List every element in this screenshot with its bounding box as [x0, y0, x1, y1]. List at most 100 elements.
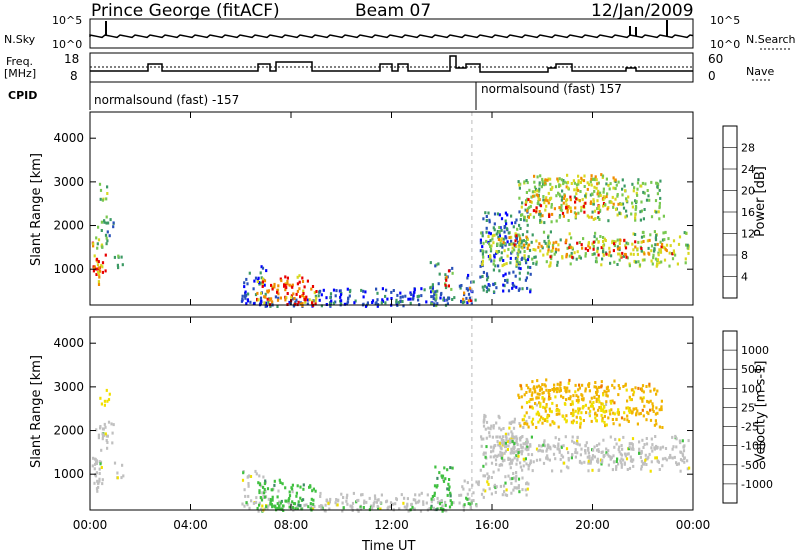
heatmap-cell — [462, 487, 465, 491]
heatmap-cell — [559, 238, 562, 242]
colorbar-tick-label: 1000 — [741, 344, 769, 357]
heatmap-cell — [506, 280, 509, 284]
heatmap-cell — [522, 464, 525, 468]
heatmap-cell — [482, 495, 485, 499]
heatmap-cell — [572, 419, 575, 423]
heatmap-cell — [630, 212, 633, 216]
heatmap-cell — [254, 293, 258, 297]
heatmap-cell — [546, 178, 549, 182]
velocity-ylabel: Slant Range [km] — [28, 355, 44, 468]
heatmap-cell — [517, 393, 520, 397]
heatmap-cell — [587, 406, 590, 410]
heatmap-cell — [304, 300, 307, 304]
heatmap-cell — [625, 241, 628, 245]
heatmap-cell — [241, 502, 244, 506]
heatmap-cell — [512, 476, 516, 480]
heatmap-cell — [273, 483, 276, 487]
heatmap-cell — [586, 214, 589, 218]
y-tick-label: 2000 — [53, 219, 84, 233]
heatmap-cell — [536, 194, 540, 198]
heatmap-cell — [519, 424, 522, 428]
heatmap-cell — [642, 190, 645, 194]
heatmap-cell — [602, 253, 605, 257]
heatmap-cell — [558, 409, 561, 413]
heatmap-cell — [645, 442, 649, 446]
heatmap-cell — [613, 244, 616, 248]
heatmap-cell — [623, 184, 626, 188]
heatmap-cell — [577, 211, 580, 215]
heatmap-cell — [519, 227, 522, 230]
colorbar-tick-label: -1000 — [741, 478, 773, 491]
heatmap-cell — [586, 181, 589, 185]
heatmap-cell — [265, 304, 268, 308]
heatmap-cell — [561, 195, 564, 199]
heatmap-cell — [254, 469, 257, 473]
heatmap-cell — [560, 178, 563, 182]
heatmap-cell — [648, 198, 651, 202]
heatmap-cell — [588, 414, 591, 418]
heatmap-cell — [498, 441, 501, 445]
heatmap-cell — [108, 234, 111, 238]
heatmap-cell — [320, 507, 323, 511]
heatmap-cell — [276, 288, 279, 292]
heatmap-cell — [499, 226, 502, 230]
colorbar-tick-label: 100 — [741, 382, 762, 395]
heatmap-cell — [536, 379, 539, 383]
heatmap-cell — [399, 291, 402, 295]
heatmap-cell — [246, 282, 249, 286]
heatmap-cell — [98, 477, 101, 481]
heatmap-cell — [595, 237, 598, 241]
heatmap-cell — [431, 285, 434, 289]
heatmap-cell — [500, 228, 503, 232]
heatmap-cell — [502, 259, 505, 262]
colorbar-tick-label: 24 — [741, 163, 755, 176]
heatmap-cell — [276, 506, 279, 510]
heatmap-cell — [264, 479, 267, 483]
heatmap-cell — [615, 465, 618, 469]
heatmap-cell — [562, 414, 565, 418]
heatmap-cell — [648, 384, 651, 388]
heatmap-cell — [241, 294, 244, 298]
heatmap-cell — [414, 493, 417, 497]
heatmap-cell — [574, 206, 577, 210]
heatmap-cell — [686, 243, 689, 247]
heatmap-cell — [516, 227, 519, 231]
heatmap-cell — [581, 406, 584, 410]
heatmap-cell — [256, 297, 259, 301]
heatmap-cell — [599, 235, 602, 238]
heatmap-cell — [433, 491, 436, 495]
heatmap-cell — [592, 177, 595, 181]
heatmap-cell — [280, 499, 283, 503]
heatmap-cell — [463, 300, 466, 304]
y-tick-label: 3000 — [53, 380, 84, 394]
heatmap-cell — [500, 256, 503, 260]
heatmap-cell — [284, 288, 287, 292]
heatmap-cell — [615, 417, 618, 421]
heatmap-cell — [541, 383, 544, 387]
heatmap-cell — [653, 423, 656, 427]
heatmap-cell — [276, 502, 279, 506]
heatmap-cell — [105, 388, 108, 392]
heatmap-cell — [101, 478, 104, 482]
heatmap-cell — [588, 183, 591, 187]
heatmap-cell — [519, 465, 522, 469]
heatmap-cell — [588, 455, 591, 458]
heatmap-cell — [444, 286, 448, 290]
heatmap-cell — [640, 200, 643, 204]
heatmap-cell — [602, 410, 605, 414]
heatmap-cell — [342, 496, 345, 499]
heatmap-cell — [653, 249, 656, 253]
heatmap-cell — [574, 455, 577, 459]
heatmap-cell — [514, 274, 517, 278]
heatmap-cell — [527, 425, 530, 429]
heatmap-cell — [291, 285, 294, 289]
heatmap-cell — [542, 253, 545, 257]
heatmap-cell — [540, 220, 543, 224]
heatmap-cell — [498, 234, 501, 238]
heatmap-cell — [654, 238, 658, 242]
heatmap-cell — [580, 397, 584, 401]
heatmap-cell — [529, 272, 532, 276]
heatmap-cell — [492, 426, 495, 430]
heatmap-cell — [266, 297, 269, 301]
heatmap-cell — [97, 433, 100, 437]
